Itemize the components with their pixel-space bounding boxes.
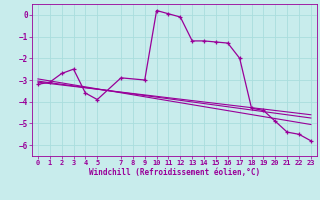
X-axis label: Windchill (Refroidissement éolien,°C): Windchill (Refroidissement éolien,°C) <box>89 168 260 177</box>
